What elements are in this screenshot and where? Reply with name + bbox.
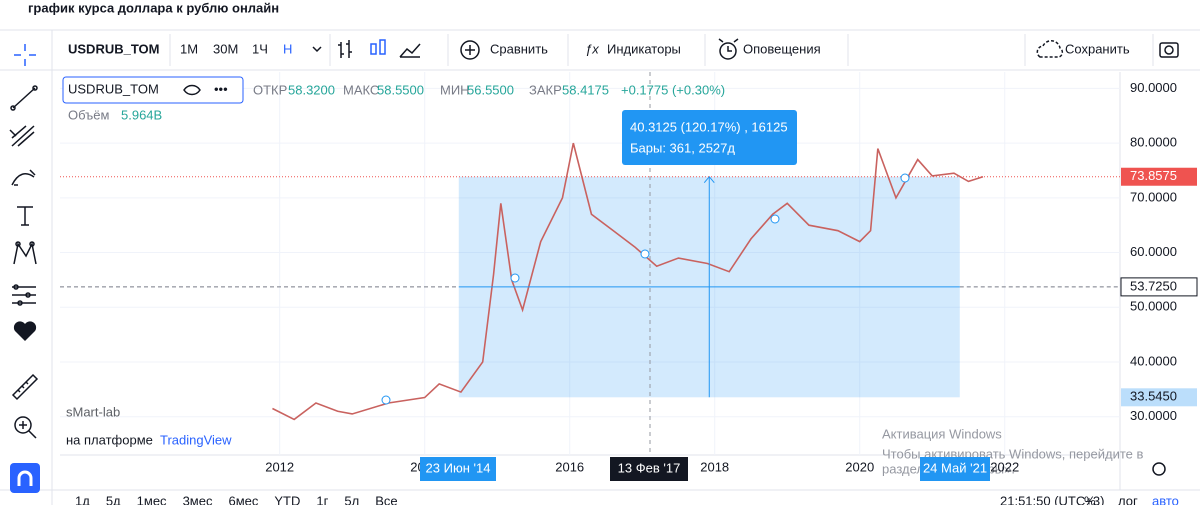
page-title: график курса доллара к рублю онлайн bbox=[28, 0, 279, 15]
price-label-box bbox=[1121, 167, 1197, 186]
anchor-point bbox=[381, 395, 391, 405]
range-button[interactable]: YTD bbox=[274, 493, 300, 505]
x-tick-label: 2012 bbox=[265, 459, 294, 474]
price-label-box bbox=[1121, 388, 1197, 407]
range-button[interactable]: 6мес bbox=[228, 493, 258, 505]
price-label: 53.7250 bbox=[1130, 278, 1177, 293]
range-button[interactable]: 1мес bbox=[137, 493, 167, 505]
settings-icon[interactable] bbox=[1152, 462, 1166, 476]
price-label: 33.5450 bbox=[1130, 389, 1177, 404]
volume-label: Объём bbox=[68, 107, 109, 122]
ohlc-legend: ОТКР 58.3200 МАКС 58.5500 МИН 56.5500 ЗА… bbox=[68, 82, 725, 122]
more-icon[interactable]: ••• bbox=[214, 81, 228, 96]
x-tick-label: 2020 bbox=[845, 459, 874, 474]
magnet-button[interactable] bbox=[10, 463, 40, 493]
range-button[interactable]: 5л bbox=[344, 493, 359, 505]
date-label-box bbox=[610, 457, 688, 481]
interval[interactable]: 1M bbox=[180, 41, 198, 56]
range-button[interactable]: 1г bbox=[316, 493, 328, 505]
indicators-button[interactable]: Индикаторы bbox=[607, 41, 681, 56]
close-label: ЗАКР bbox=[529, 82, 562, 97]
date-label: 13 Фев '17 bbox=[618, 460, 681, 475]
y-tick-label: 60.0000 bbox=[1130, 244, 1177, 259]
open-value: 58.3200 bbox=[288, 82, 335, 97]
arrow-head bbox=[703, 175, 715, 184]
measure-text: Бары: 361, 2527д bbox=[630, 140, 735, 155]
price-label-box bbox=[1120, 277, 1198, 297]
clock: 21:51:50 (UTC+3) bbox=[1000, 493, 1104, 505]
watermark-platform[interactable]: TradingView bbox=[160, 432, 232, 447]
high-label: МАКС bbox=[343, 82, 379, 97]
measure-tooltip bbox=[622, 110, 797, 165]
plot bbox=[60, 72, 1120, 455]
interval[interactable]: 1Ч bbox=[252, 41, 268, 56]
range-button[interactable]: 1д bbox=[75, 493, 90, 505]
alerts-button[interactable]: Оповещения bbox=[743, 41, 821, 56]
y-tick-label: 30.0000 bbox=[1130, 408, 1177, 423]
windows-title: Активация Windows bbox=[882, 426, 1002, 441]
low-value: 56.5500 bbox=[467, 82, 514, 97]
range-button[interactable]: 5д bbox=[106, 493, 121, 505]
y-tick-label: 70.0000 bbox=[1130, 189, 1177, 204]
x-tick-label: 2022 bbox=[990, 459, 1019, 474]
date-label: 23 Июн '14 bbox=[426, 460, 491, 475]
low-label: МИН bbox=[440, 82, 470, 97]
open-label: ОТКР bbox=[253, 82, 287, 97]
log-toggle[interactable]: лог bbox=[1118, 493, 1138, 505]
toolbar-symbol[interactable]: USDRUB_TOM bbox=[68, 41, 160, 56]
auto-toggle[interactable]: авто bbox=[1152, 493, 1179, 505]
range-button[interactable]: Все bbox=[375, 493, 397, 505]
x-tick-label: 2018 bbox=[700, 459, 729, 474]
anchor-point bbox=[640, 249, 650, 259]
date-label-box bbox=[920, 457, 990, 481]
favorite-icon[interactable] bbox=[13, 321, 37, 341]
change-value: +0.1775 (+0.30%) bbox=[621, 82, 725, 97]
interval[interactable]: 30M bbox=[213, 41, 238, 56]
close-value: 58.4175 bbox=[562, 82, 609, 97]
fx-icon: ƒx bbox=[585, 41, 599, 56]
sidebar-icons bbox=[9, 44, 39, 439]
eye-icon[interactable] bbox=[183, 84, 201, 96]
legend-symbol: USDRUB_TOM bbox=[68, 81, 159, 96]
interval-active[interactable]: Н bbox=[283, 41, 292, 56]
y-tick-label: 50.0000 bbox=[1130, 299, 1177, 314]
bottom-bar: 21:51:50 (UTC+3) % лог авто 1д 5д 1мес 3мес… bbox=[75, 493, 1179, 505]
magnet-icon bbox=[17, 470, 33, 486]
price-line bbox=[272, 142, 984, 421]
y-tick-label: 40.0000 bbox=[1130, 353, 1177, 368]
volume-value: 5.964B bbox=[121, 107, 162, 122]
y-tick-label: 80.0000 bbox=[1130, 135, 1177, 150]
price-label: 73.8575 bbox=[1130, 168, 1177, 183]
watermark-prefix: на платформе bbox=[66, 432, 153, 447]
range-button[interactable]: 3мес bbox=[183, 493, 213, 505]
save-button[interactable]: Сохранить bbox=[1065, 41, 1130, 56]
anchor-point bbox=[900, 173, 910, 183]
date-label-box bbox=[420, 457, 496, 481]
toolbar-icons bbox=[312, 38, 1179, 60]
anchor-point bbox=[770, 214, 780, 224]
watermark-brand: sMart-lab bbox=[66, 404, 120, 419]
anchor-point bbox=[510, 273, 520, 283]
symbol-box[interactable] bbox=[62, 76, 244, 104]
toolbar-separators bbox=[0, 29, 1200, 505]
x-tick-label: 2016 bbox=[555, 459, 584, 474]
y-tick-label: 90.0000 bbox=[1130, 80, 1177, 95]
high-value: 58.5500 bbox=[377, 82, 424, 97]
percent-toggle[interactable]: % bbox=[1084, 493, 1096, 505]
measure-text: 40.3125 (120.17%) , 16125 bbox=[630, 119, 788, 134]
date-label: 24 Май '21 bbox=[923, 460, 987, 475]
compare-button[interactable]: Сравнить bbox=[490, 41, 548, 56]
